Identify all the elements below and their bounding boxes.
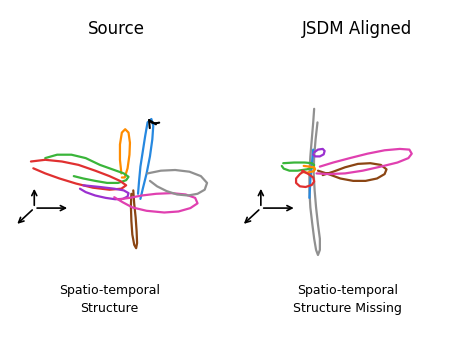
Text: Source: Source	[88, 20, 145, 38]
Text: Spatio-temporal
Structure Missing: Spatio-temporal Structure Missing	[293, 284, 402, 315]
Text: JSDM Aligned: JSDM Aligned	[302, 20, 412, 38]
Text: Spatio-temporal
Structure: Spatio-temporal Structure	[59, 284, 160, 315]
